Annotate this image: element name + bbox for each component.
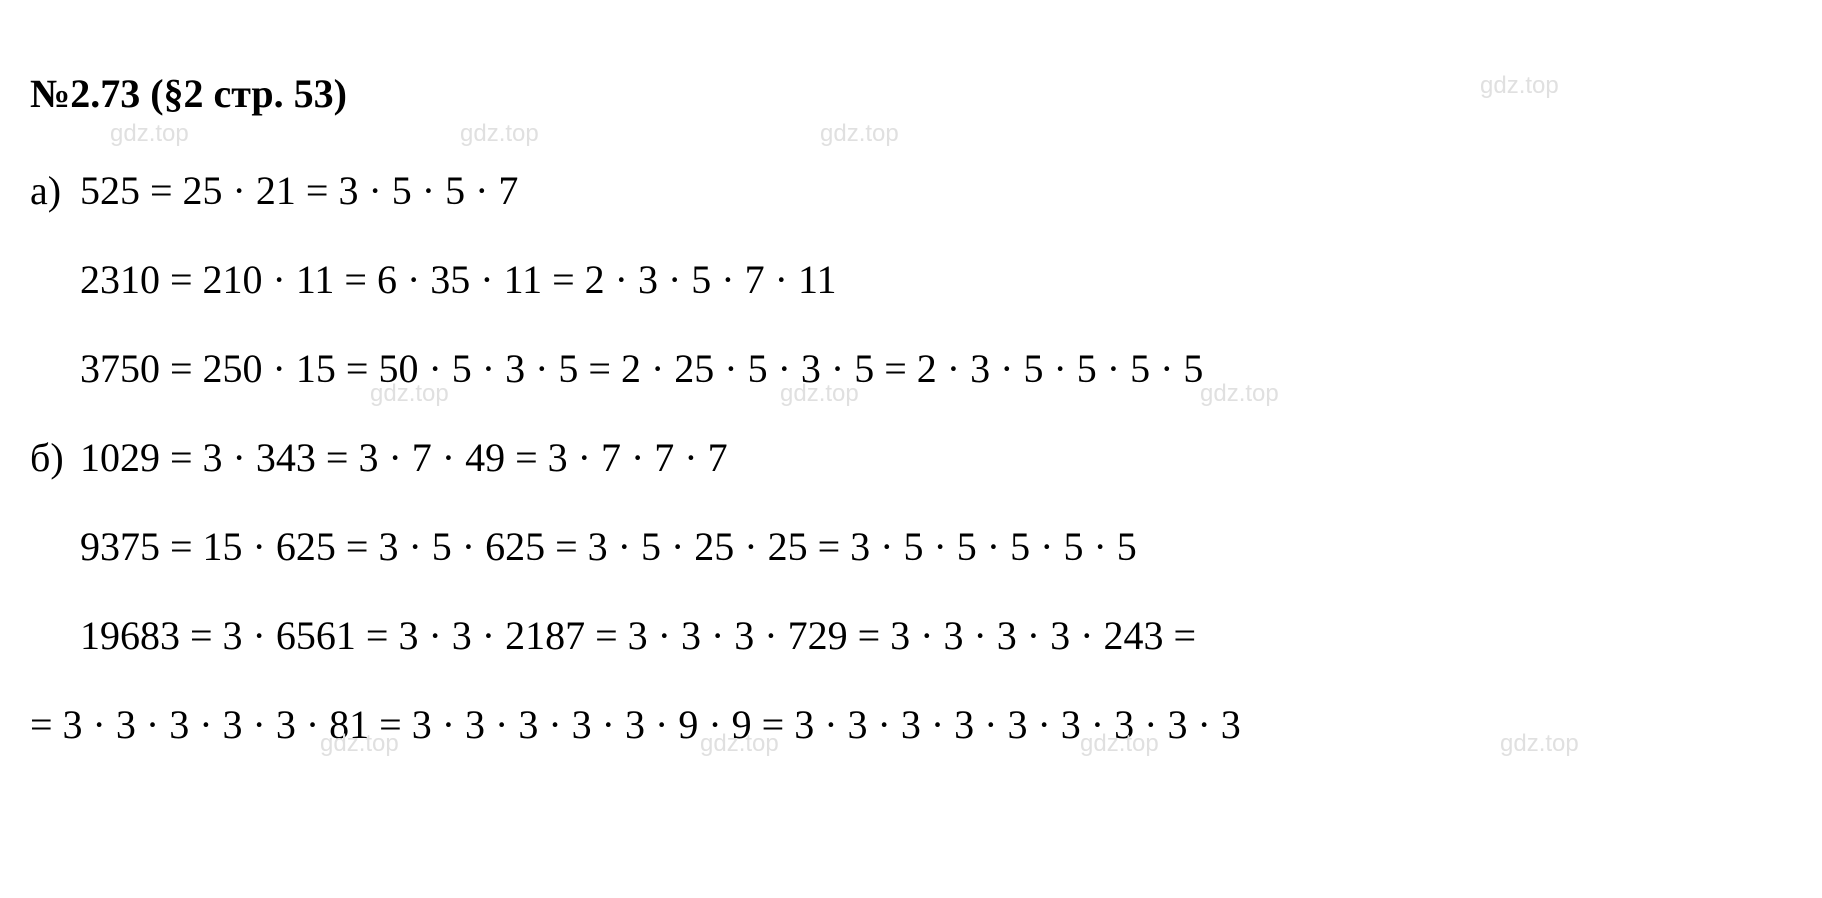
math-expression: 1029 = 3 · 343 = 3 · 7 · 49 = 3 · 7 · 7 … bbox=[80, 435, 728, 480]
group-a-label: а) bbox=[30, 167, 80, 214]
watermark-text: gdz.top bbox=[1500, 730, 1579, 758]
group-a-line-2: 2310 = 210 · 11 = 6 · 35 · 11 = 2 · 3 · … bbox=[30, 256, 1792, 303]
watermark-text: gdz.top bbox=[1200, 380, 1279, 408]
watermark-text: gdz.top bbox=[820, 120, 899, 148]
group-b-line-3: 19683 = 3 · 6561 = 3 · 3 · 2187 = 3 · 3 … bbox=[30, 612, 1792, 659]
watermark-text: gdz.top bbox=[780, 380, 859, 408]
watermark-text: gdz.top bbox=[460, 120, 539, 148]
document-content: №2.73 (§2 стр. 53) а)525 = 25 · 21 = 3 ·… bbox=[0, 0, 1822, 820]
watermark-text: gdz.top bbox=[1080, 730, 1159, 758]
math-expression: 525 = 25 · 21 = 3 · 5 · 5 · 7 bbox=[80, 168, 518, 213]
group-b-label: б) bbox=[30, 434, 80, 481]
watermark-text: gdz.top bbox=[110, 120, 189, 148]
group-a-line-3: 3750 = 250 · 15 = 50 · 5 · 3 · 5 = 2 · 2… bbox=[30, 345, 1792, 392]
group-a-line-1: а)525 = 25 · 21 = 3 · 5 · 5 · 7 bbox=[30, 167, 1792, 214]
group-b-line-2: 9375 = 15 · 625 = 3 · 5 · 625 = 3 · 5 · … bbox=[30, 523, 1792, 570]
group-b-line-1: б)1029 = 3 · 343 = 3 · 7 · 49 = 3 · 7 · … bbox=[30, 434, 1792, 481]
watermark-text: gdz.top bbox=[320, 730, 399, 758]
watermark-text: gdz.top bbox=[370, 380, 449, 408]
watermark-text: gdz.top bbox=[1480, 72, 1559, 100]
watermark-text: gdz.top bbox=[700, 730, 779, 758]
